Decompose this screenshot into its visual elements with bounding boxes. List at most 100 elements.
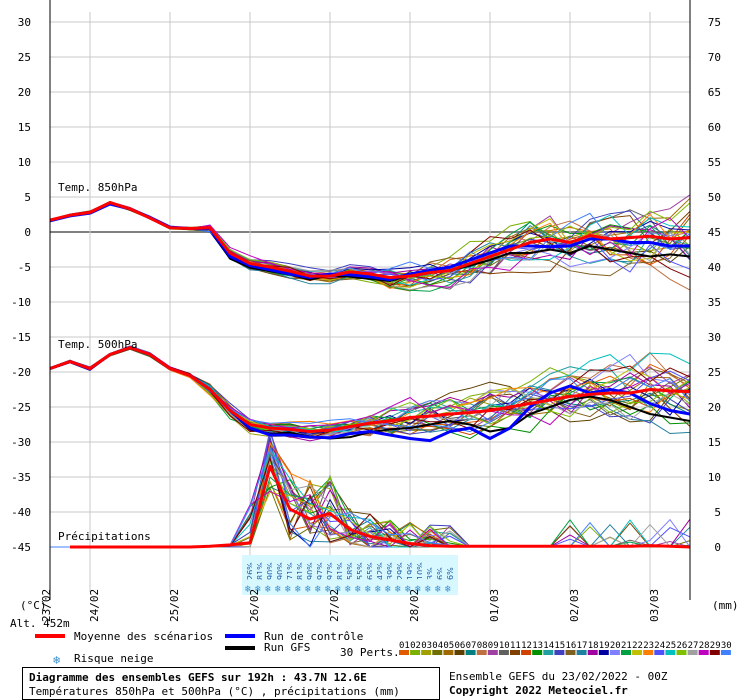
- snowflake-icon: ❄: [445, 584, 452, 595]
- snow-risk-pct: 90%: [276, 562, 285, 580]
- date-tick-label: 25/02: [168, 589, 181, 622]
- snowflake-icon: ❄: [385, 584, 392, 595]
- right-tick-label: 10: [708, 471, 721, 484]
- right-tick-label: 5: [714, 506, 721, 519]
- member-legend-swatch: [632, 650, 643, 655]
- member-legend-number: 17: [577, 641, 588, 651]
- snow-risk-pct: 6%: [436, 567, 445, 580]
- member-legend-number: 27: [688, 641, 699, 651]
- right-tick-label: 30: [708, 331, 721, 344]
- member-legend-number: 16: [566, 641, 577, 651]
- snow-risk-pct: 55%: [356, 562, 365, 580]
- snowflake-icon: ❄: [245, 584, 252, 595]
- snow-risk-bar: [442, 555, 458, 595]
- altitude-label: Alt. 452m: [10, 617, 70, 630]
- right-tick-label: 60: [708, 121, 721, 134]
- footer-ensemble: Ensemble GEFS du 23/02/2022 - 00Z: [449, 670, 668, 683]
- snowflake-icon: ❄: [325, 584, 332, 595]
- member-legend-swatch: [510, 650, 520, 655]
- snow-risk-pct: 97%: [326, 562, 335, 580]
- snow-risk-pct: 26%: [246, 562, 255, 580]
- snow-risk-pct: 10%: [416, 562, 425, 580]
- member-legend-number: 29: [710, 641, 721, 651]
- member-legend-swatch: [399, 650, 409, 655]
- member-legend-number: 01: [399, 641, 410, 651]
- legend-gfs-label: Run GFS: [264, 641, 310, 654]
- legend-mean-label: Moyenne des scénarios: [74, 630, 213, 643]
- legend-control-swatch: [225, 634, 255, 638]
- date-tick-label: 26/02: [248, 589, 261, 622]
- legend-gfs-swatch: [225, 646, 255, 650]
- snow-risk-pct: 6%: [446, 567, 455, 580]
- footer-title-box: Diagramme des ensembles GEFS sur 192h : …: [22, 667, 440, 700]
- member-legend-swatch: [621, 650, 631, 655]
- date-tick-label: 28/02: [408, 589, 421, 622]
- member-legend-number: 28: [699, 641, 710, 651]
- snowflake-icon: ❄: [375, 584, 382, 595]
- snow-risk-pct: 71%: [286, 562, 295, 580]
- member-legend-number: 07: [466, 641, 477, 651]
- snowflake-icon: ❄: [365, 584, 372, 595]
- member-legend-swatch: [720, 650, 731, 655]
- label-temp-500: Temp. 500hPa: [58, 338, 137, 351]
- member-legend-number: 05: [443, 641, 454, 651]
- snow-risk-pct: 58%: [346, 562, 355, 580]
- member-legend-number: 04: [432, 641, 443, 651]
- snow-risk-pct: 42%: [376, 562, 385, 580]
- footer-subtitle: Températures 850hPa et 500hPa (°C) , pré…: [29, 685, 400, 698]
- member-legend-number: 09: [488, 641, 499, 651]
- member-legend-number: 11: [510, 641, 521, 651]
- snow-risk-pct: 19%: [406, 562, 415, 580]
- member-legend-swatch: [709, 650, 720, 655]
- left-tick-label: 25: [18, 51, 31, 64]
- date-tick-label: 27/02: [328, 589, 341, 622]
- left-tick-label: -35: [11, 471, 31, 484]
- right-tick-label: 0: [714, 541, 721, 554]
- date-tick-label: 02/03: [568, 589, 581, 622]
- member-legend-number: 22: [632, 641, 643, 651]
- member-legend-number: 21: [621, 641, 632, 651]
- snowflake-icon: ❄: [355, 584, 362, 595]
- snow-risk-pct: 81%: [296, 562, 305, 580]
- member-legend-swatch: [454, 650, 465, 655]
- snowflake-icon: ❄: [255, 584, 262, 595]
- member-legend-swatch: [587, 650, 598, 655]
- member-legend-number: 13: [532, 641, 543, 651]
- right-tick-label: 55: [708, 156, 721, 169]
- snow-risk-pct: 90%: [266, 562, 275, 580]
- member-legend-swatch: [432, 650, 443, 655]
- member-legend-swatch: [609, 650, 620, 655]
- member-legend-swatch: [598, 650, 609, 655]
- label-temp-850: Temp. 850hPa: [58, 181, 137, 194]
- date-tick-label: 01/03: [488, 589, 501, 622]
- member-legend-number: 06: [455, 641, 466, 651]
- mean-line-t500: [49, 346, 691, 433]
- member-legend-swatch: [687, 650, 698, 655]
- member-legend-number: 15: [554, 641, 565, 651]
- left-tick-label: -30: [11, 436, 31, 449]
- snowflake-icon: ❄: [415, 584, 422, 595]
- snowflake-icon: ❄: [345, 584, 352, 595]
- left-tick-label: -10: [11, 296, 31, 309]
- snow-risk-pct: 3%: [426, 567, 435, 580]
- snowflake-icon: ❄: [335, 584, 342, 595]
- right-tick-label: 50: [708, 191, 721, 204]
- left-tick-label: -20: [11, 366, 31, 379]
- legend-control-label: Run de contrôle: [264, 630, 363, 643]
- member-legend-swatch: [521, 650, 532, 655]
- member-legend-number: 26: [677, 641, 688, 651]
- snow-risk-pct: 90%: [306, 562, 315, 580]
- right-axis-unit: (mm): [712, 599, 739, 612]
- right-tick-label: 65: [708, 86, 721, 99]
- left-tick-label: -25: [11, 401, 31, 414]
- member-legend-swatch: [698, 650, 709, 655]
- member-legend-swatch: [554, 650, 565, 655]
- main-runs: [49, 201, 691, 549]
- right-tick-label: 70: [708, 51, 721, 64]
- left-tick-label: -15: [11, 331, 31, 344]
- snowflake-icon: ❄: [435, 584, 442, 595]
- member-legend-swatch: [576, 650, 587, 655]
- legend-mean-swatch: [35, 634, 65, 638]
- snowflake-icon: ❄: [305, 584, 312, 595]
- snow-risk-pct: 39%: [386, 562, 395, 580]
